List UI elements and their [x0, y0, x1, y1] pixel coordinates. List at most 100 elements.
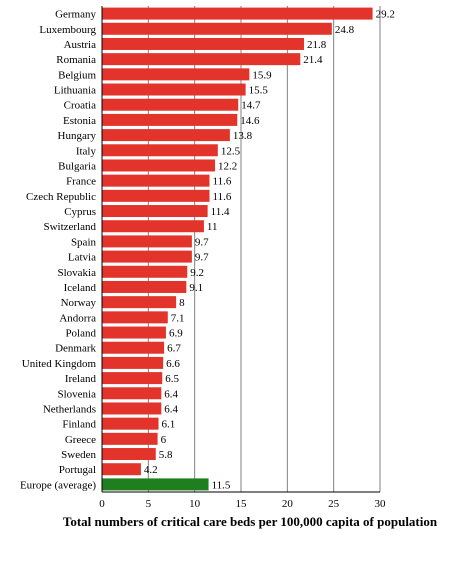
- x-tick-label: 0: [99, 498, 105, 510]
- value-label: 15.9: [252, 69, 272, 81]
- category-label: Slovenia: [58, 388, 97, 400]
- bar: [102, 356, 164, 369]
- bar: [102, 448, 156, 461]
- category-label: Hungary: [58, 130, 97, 142]
- x-tick-label: 25: [328, 498, 340, 510]
- x-tick-label: 10: [189, 498, 201, 510]
- bar: [102, 22, 332, 35]
- category-label: Iceland: [64, 282, 97, 294]
- value-label: 9.7: [195, 252, 209, 264]
- bar: [102, 159, 216, 172]
- bar: [102, 402, 162, 415]
- value-label: 11.6: [212, 191, 231, 203]
- bar: [102, 37, 305, 50]
- x-tick-label: 30: [375, 498, 387, 510]
- bar: [102, 53, 301, 66]
- value-label: 5.8: [159, 449, 173, 461]
- value-label: 9.2: [190, 267, 204, 279]
- bar: [102, 311, 168, 324]
- value-label: 7.1: [171, 312, 185, 324]
- x-tick-label: 15: [236, 498, 248, 510]
- category-label: Portugal: [59, 464, 96, 476]
- category-label: Netherlands: [43, 403, 96, 415]
- category-label: Estonia: [63, 115, 96, 127]
- value-label: 6: [161, 434, 167, 446]
- bar: [102, 205, 208, 218]
- category-label: Lithuania: [54, 85, 96, 97]
- bar: [102, 387, 162, 400]
- bar: [102, 280, 187, 293]
- bar: [102, 98, 239, 111]
- bar: [102, 144, 218, 157]
- bar: [102, 296, 177, 309]
- value-label: 29.2: [376, 9, 395, 21]
- bar: [102, 189, 210, 202]
- value-label: 6.4: [164, 388, 178, 400]
- bar: [102, 372, 163, 385]
- value-label: 9.1: [189, 282, 203, 294]
- bar: [102, 235, 192, 248]
- value-label: 11: [207, 221, 218, 233]
- value-label: 6.9: [169, 328, 183, 340]
- bar: [102, 250, 192, 263]
- bar: [102, 83, 246, 96]
- value-label: 21.4: [303, 54, 323, 66]
- category-label: Norway: [61, 297, 97, 309]
- bar: [102, 432, 158, 445]
- bar: [102, 478, 209, 491]
- value-label: 11.6: [212, 176, 231, 188]
- category-label: Germany: [55, 9, 96, 21]
- bar: [102, 417, 159, 430]
- category-label: Cyprus: [64, 206, 96, 218]
- category-label: Greece: [65, 434, 96, 446]
- category-label: France: [66, 176, 96, 188]
- bar: [102, 326, 166, 339]
- category-label: Austria: [64, 39, 97, 51]
- category-label: Romania: [56, 54, 96, 66]
- category-label: Sweden: [61, 449, 96, 461]
- category-label: Ireland: [65, 373, 97, 385]
- category-label: United Kingdom: [22, 358, 97, 370]
- value-label: 6.4: [164, 403, 178, 415]
- category-label: Andorra: [59, 312, 96, 324]
- bar: [102, 341, 165, 354]
- category-label: Latvia: [68, 252, 96, 264]
- category-label: Luxembourg: [39, 24, 96, 36]
- x-axis-label: Total numbers of critical care beds per …: [62, 514, 438, 529]
- value-label: 15.5: [249, 85, 269, 97]
- value-label: 12.2: [218, 160, 237, 172]
- value-label: 6.7: [167, 343, 181, 355]
- value-label: 6.6: [166, 358, 180, 370]
- bar: [102, 113, 238, 126]
- category-label: Denmark: [55, 343, 96, 355]
- value-label: 11.4: [211, 206, 230, 218]
- bar: [102, 265, 188, 278]
- category-label: Switzerland: [43, 221, 96, 233]
- category-label: Belgium: [58, 69, 96, 81]
- x-tick-label: 5: [146, 498, 152, 510]
- value-label: 4.2: [144, 464, 158, 476]
- bar: [102, 129, 230, 142]
- value-label: 14.6: [240, 115, 260, 127]
- value-label: 21.8: [307, 39, 327, 51]
- category-label: Czech Republic: [26, 191, 96, 203]
- category-label: Slovakia: [58, 267, 97, 279]
- bar: [102, 7, 373, 20]
- category-label: Europe (average): [20, 479, 96, 491]
- bar: [102, 174, 210, 187]
- value-label: 24.8: [335, 24, 355, 36]
- bar: [102, 68, 250, 81]
- category-label: Croatia: [64, 100, 96, 112]
- value-label: 6.5: [165, 373, 179, 385]
- category-label: Bulgaria: [58, 160, 96, 172]
- x-tick-label: 20: [282, 498, 294, 510]
- value-label: 11.5: [212, 479, 231, 491]
- category-label: Finland: [62, 419, 96, 431]
- category-label: Italy: [76, 145, 97, 157]
- value-label: 8: [179, 297, 185, 309]
- category-label: Poland: [65, 328, 96, 340]
- value-label: 14.7: [241, 100, 261, 112]
- bar: [102, 220, 204, 233]
- value-label: 6.1: [162, 419, 176, 431]
